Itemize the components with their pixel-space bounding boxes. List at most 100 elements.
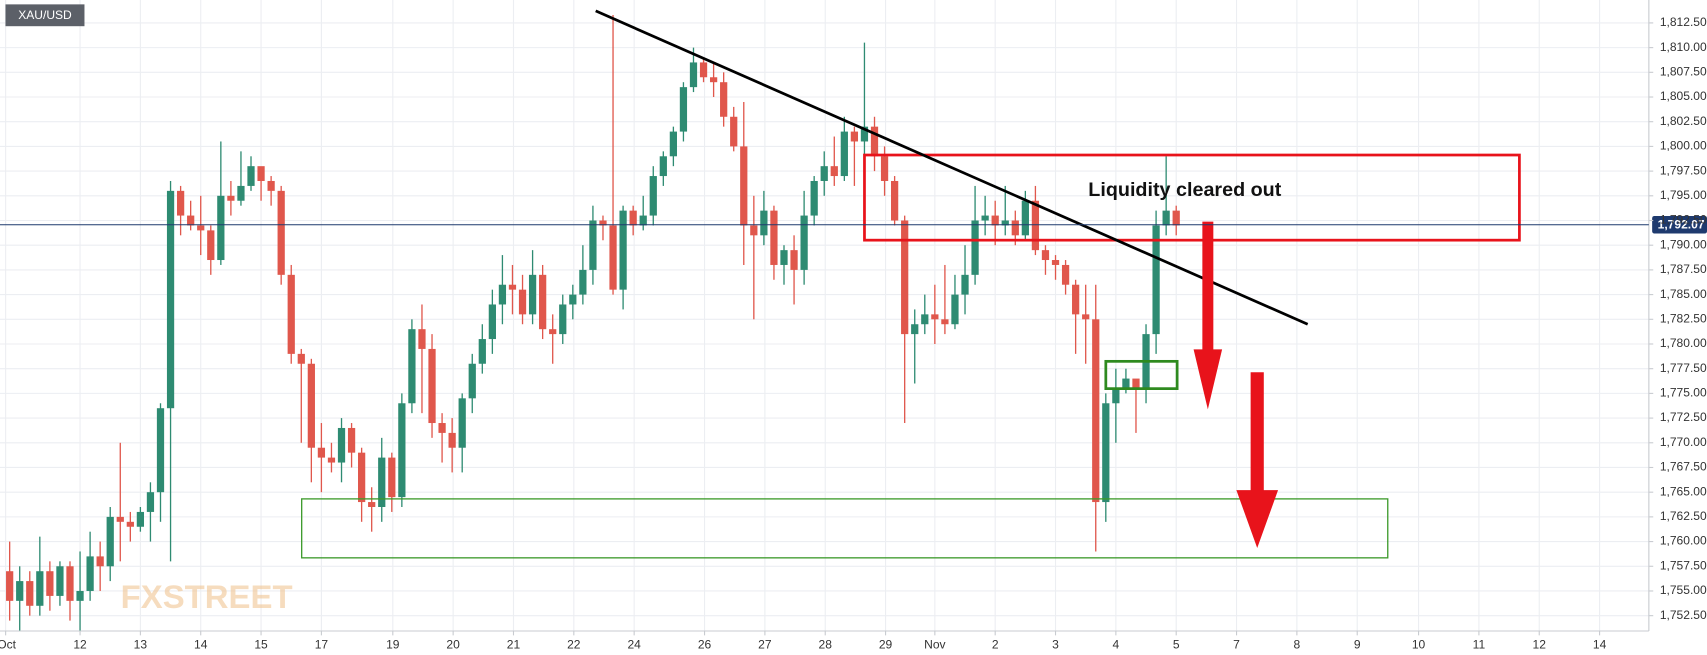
y-tick-label: 1,765.00 xyxy=(1660,484,1707,498)
candle-body xyxy=(951,294,959,325)
candle-body xyxy=(1061,264,1070,285)
candle-body xyxy=(1122,378,1130,389)
x-tick-label: 26 xyxy=(698,637,712,651)
y-tick-label: 1,805.00 xyxy=(1660,89,1707,103)
x-tick-label: 21 xyxy=(507,637,521,651)
candle-body xyxy=(1021,200,1029,236)
x-tick-label: 3 xyxy=(1052,637,1059,651)
y-tick-label: 1,757.50 xyxy=(1660,558,1707,572)
candle-body xyxy=(86,556,94,591)
grid xyxy=(0,0,1649,631)
candle-body xyxy=(1112,388,1120,404)
y-tick-label: 1,780.00 xyxy=(1660,336,1707,350)
x-tick-label: 28 xyxy=(819,637,833,651)
y-tick-label: 1,767.50 xyxy=(1660,460,1707,474)
last-price-tag xyxy=(1652,216,1707,234)
annotation: Liquidity cleared out xyxy=(1088,179,1281,201)
candle-body xyxy=(287,274,295,354)
candle-body xyxy=(1092,319,1100,503)
candle-body xyxy=(478,339,486,364)
candle-body xyxy=(1162,210,1170,226)
y-tick-label: 1,760.00 xyxy=(1660,534,1707,548)
candle-body xyxy=(559,304,567,335)
candle-body xyxy=(166,190,175,409)
x-tick-label: Oct xyxy=(0,637,17,651)
x-tick-label: 12 xyxy=(73,637,87,651)
candle-body xyxy=(720,82,728,117)
small-zone xyxy=(1104,359,1179,390)
candle-body xyxy=(1152,225,1160,335)
candle-body xyxy=(730,116,738,147)
y-tick-label: 1,795.00 xyxy=(1660,188,1707,202)
candle-body xyxy=(740,146,748,226)
candle-body xyxy=(1031,200,1040,251)
candle-body xyxy=(176,190,185,216)
x-tick-label: 2 xyxy=(992,637,999,651)
candle-body xyxy=(1172,210,1180,226)
candle-body xyxy=(800,215,808,270)
watermark: FXSTREET xyxy=(121,578,293,615)
x-tick-label: 15 xyxy=(254,637,268,651)
y-tick-label: 1,800.00 xyxy=(1660,139,1707,153)
y-tick-label: 1,797.50 xyxy=(1660,163,1707,177)
candle-body xyxy=(327,457,336,463)
x-tick-label: 14 xyxy=(1593,637,1607,651)
candle-body xyxy=(870,126,879,157)
candle-body xyxy=(931,314,939,320)
y-tick-label: 1,777.50 xyxy=(1660,361,1707,375)
candle-body xyxy=(277,190,285,275)
x-tick-label: 14 xyxy=(194,637,208,651)
candle-body xyxy=(589,220,597,270)
arrow xyxy=(1193,221,1223,410)
candle-body xyxy=(810,180,818,216)
x-tick-label: 20 xyxy=(446,637,460,651)
candle-body xyxy=(891,180,899,221)
candle-body xyxy=(639,215,647,226)
candle-body xyxy=(750,225,758,236)
candle-body xyxy=(880,156,889,181)
candle-body xyxy=(358,452,366,503)
candle-body xyxy=(146,492,155,512)
x-tick-label: 7 xyxy=(1233,637,1240,651)
candle-body xyxy=(247,166,255,186)
support-zone xyxy=(301,498,1389,559)
trend-line xyxy=(595,9,1309,326)
candle-body xyxy=(227,195,235,201)
candle-body xyxy=(418,329,426,349)
candle-body xyxy=(1051,260,1060,265)
candle-body xyxy=(1041,250,1050,261)
candle-body xyxy=(217,195,225,261)
candle-body xyxy=(619,210,627,290)
x-tick-label: Nov xyxy=(924,637,945,651)
candle-body xyxy=(780,250,788,265)
candle-body xyxy=(689,62,698,88)
last-price-label: 1,792.07 xyxy=(1658,217,1705,231)
candle-body xyxy=(760,210,768,236)
candle-body xyxy=(1072,284,1080,315)
x-tick-label: 11 xyxy=(1473,637,1486,651)
y-tick-label: 1,792.50 xyxy=(1660,213,1707,227)
candle-body xyxy=(669,131,678,157)
candle-body xyxy=(398,403,406,498)
candle-body xyxy=(36,571,44,606)
y-tick-label: 1,775.00 xyxy=(1660,386,1707,400)
candle-body xyxy=(458,398,466,448)
candle-body xyxy=(1082,314,1090,320)
candle-body xyxy=(539,274,547,330)
y-tick-label: 1,807.50 xyxy=(1660,65,1707,79)
overlay: 1,792.07 xyxy=(0,216,1707,234)
y-tick-label: 1,772.50 xyxy=(1660,410,1707,424)
candle-body xyxy=(207,230,215,261)
candle-body xyxy=(528,274,537,315)
y-tick-label: 1,787.50 xyxy=(1660,262,1707,276)
candle-body xyxy=(921,314,929,325)
candle-body xyxy=(6,571,14,601)
candle-body xyxy=(850,131,859,142)
candle-body xyxy=(156,408,165,493)
candle-body xyxy=(649,176,657,216)
candle-body xyxy=(1102,403,1110,503)
x-tick-label: 8 xyxy=(1294,637,1301,651)
candle-body xyxy=(679,87,688,132)
